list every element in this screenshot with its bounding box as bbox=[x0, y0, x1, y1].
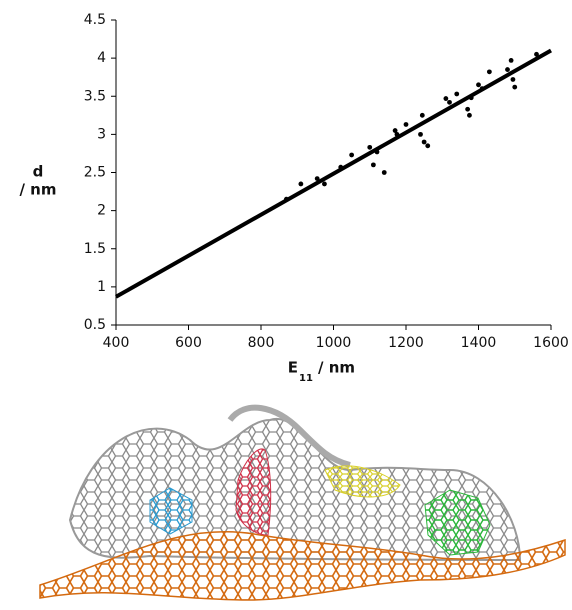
data-point bbox=[505, 67, 510, 72]
data-point bbox=[298, 181, 304, 187]
x-tick-label: 1600 bbox=[533, 335, 569, 351]
data-point bbox=[419, 112, 425, 118]
data-point bbox=[476, 82, 481, 88]
data-point bbox=[512, 84, 518, 90]
data-point bbox=[510, 77, 516, 82]
y-tick-label: 3 bbox=[97, 126, 106, 142]
x-axis-label: E bbox=[288, 359, 298, 377]
data-point bbox=[370, 162, 376, 168]
data-point bbox=[425, 143, 431, 149]
x-tick-label: 600 bbox=[175, 335, 202, 351]
x-tick-label: 400 bbox=[103, 335, 130, 351]
data-point bbox=[443, 96, 449, 101]
data-point bbox=[349, 152, 355, 158]
data-point bbox=[454, 91, 460, 97]
data-point bbox=[447, 99, 452, 105]
data-point bbox=[314, 176, 320, 182]
data-point bbox=[392, 128, 398, 133]
y-axis-label: / nm bbox=[19, 181, 56, 199]
blue-patch bbox=[149, 487, 193, 535]
x-tick-label: 1000 bbox=[316, 335, 352, 351]
y-axis-label: d bbox=[33, 163, 44, 181]
data-point bbox=[381, 170, 387, 175]
molecule-illustration bbox=[39, 404, 566, 601]
x-tick-label: 1400 bbox=[461, 335, 497, 351]
y-tick-label: 4 bbox=[97, 50, 106, 66]
data-point bbox=[367, 144, 373, 150]
y-tick-label: 4.5 bbox=[84, 12, 106, 28]
y-tick-label: 0.5 bbox=[84, 317, 106, 333]
data-point bbox=[508, 58, 514, 63]
data-point bbox=[486, 69, 492, 75]
data-point bbox=[534, 51, 539, 57]
x-tick-label: 1200 bbox=[388, 335, 424, 351]
y-tick-label: 1 bbox=[97, 279, 106, 295]
yellow-patch bbox=[324, 465, 401, 498]
x-tick-label: 800 bbox=[248, 335, 275, 351]
orange-strand bbox=[39, 531, 566, 601]
data-point bbox=[418, 131, 423, 137]
x-axis-label-unit: / nm bbox=[318, 359, 355, 377]
data-point bbox=[322, 181, 327, 187]
red-patch bbox=[235, 448, 272, 536]
data-point bbox=[403, 122, 409, 127]
data-point bbox=[465, 106, 471, 112]
axes: 0.5 1 1.5 2 2.5 3 3.5 4 4.5 400 600 800 1000 1200 1400… bbox=[84, 12, 569, 351]
y-tick-label: 2.5 bbox=[84, 165, 106, 181]
y-tick-label: 1.5 bbox=[84, 241, 106, 257]
y-tick-label: 2 bbox=[97, 203, 106, 219]
y-tick-label: 3.5 bbox=[84, 88, 106, 104]
green-patch bbox=[424, 489, 491, 556]
data-point bbox=[421, 139, 427, 145]
nanotube-edge bbox=[227, 404, 351, 468]
data-point bbox=[467, 112, 472, 118]
x-axis-label-subscript: 11 bbox=[299, 373, 313, 384]
fit-line bbox=[115, 48, 552, 299]
